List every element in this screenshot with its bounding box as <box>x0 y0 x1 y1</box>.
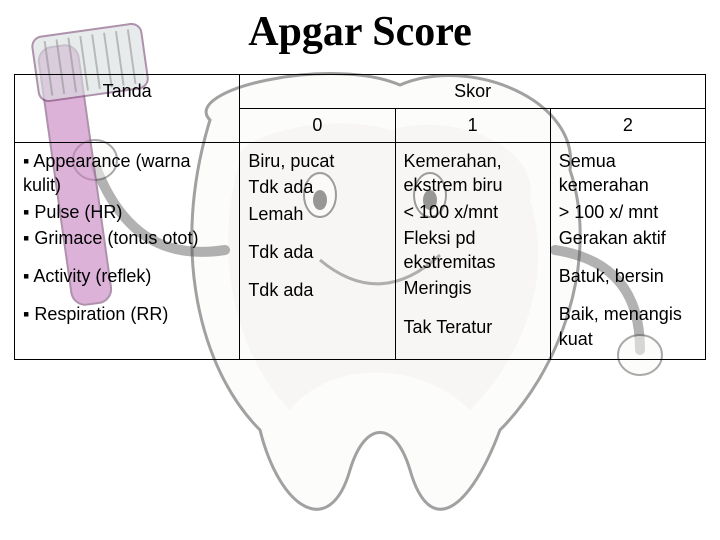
sign-respiration: ▪ Respiration (RR) <box>23 302 231 326</box>
cell: Fleksi pd ekstremitas <box>404 226 542 275</box>
cell: Semua kemerahan <box>559 149 697 198</box>
sign-grimace: ▪ Grimace (tonus otot) <box>23 226 231 250</box>
header-1: 1 <box>395 109 550 143</box>
cell: Tdk ada <box>248 175 386 199</box>
cell: Gerakan aktif <box>559 226 697 250</box>
header-0: 0 <box>240 109 395 143</box>
cell: > 100 x/ mnt <box>559 200 697 224</box>
sign-appearance: ▪ Appearance (warna kulit) <box>23 149 231 198</box>
header-tanda: Tanda <box>15 75 240 143</box>
header-skor: Skor <box>240 75 706 109</box>
cell: Meringis <box>404 276 542 300</box>
cell: Tdk ada <box>248 240 386 264</box>
sign-pulse: ▪ Pulse (HR) <box>23 200 231 224</box>
sign-activity: ▪ Activity (reflek) <box>23 264 231 288</box>
page-title: Apgar Score <box>0 8 720 56</box>
cell: Tdk ada <box>248 278 386 302</box>
apgar-table: Tanda Skor 0 1 2 ▪ Appearance (warna kul… <box>14 74 706 360</box>
table-row: ▪ Appearance (warna kulit) ▪ Pulse (HR) … <box>15 143 706 360</box>
cell: Lemah <box>248 202 386 226</box>
cell: Baik, menangis kuat <box>559 302 697 351</box>
cell: Tak Teratur <box>404 315 542 339</box>
cell: Batuk, bersin <box>559 264 697 288</box>
header-2: 2 <box>550 109 705 143</box>
cell: < 100 x/mnt <box>404 200 542 224</box>
cell: Kemerahan, ekstrem biru <box>404 149 542 198</box>
cell: Biru, pucat <box>248 149 386 173</box>
